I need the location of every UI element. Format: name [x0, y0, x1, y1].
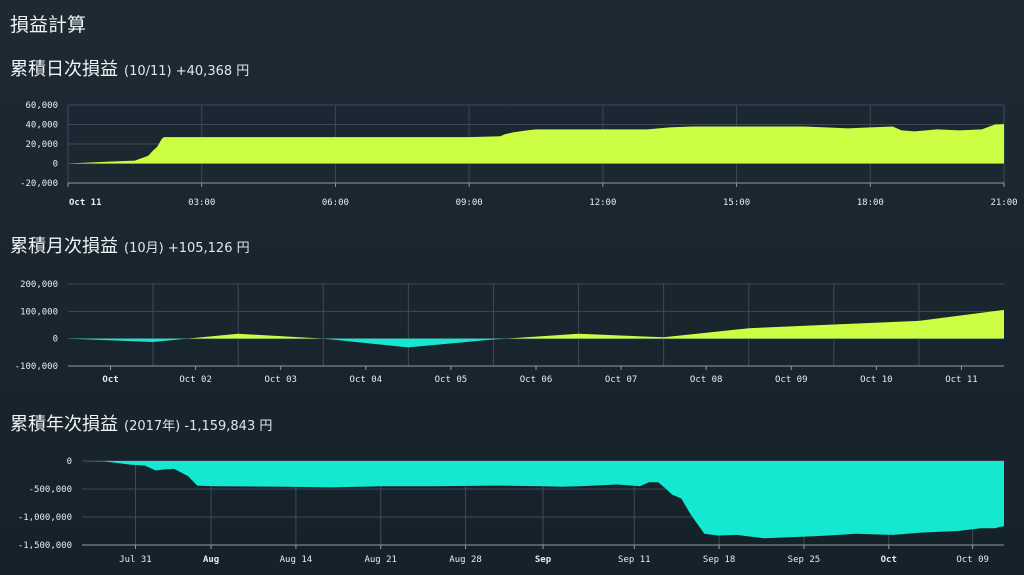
yearly-xtick-label: Aug 21	[364, 555, 397, 565]
monthly-pnl-heading: 累積月次損益 (10月) +105,126 円	[10, 232, 250, 258]
monthly-pnl-chart: -100,000 0 100,000 200,000 Oct Oct 02 Oct 03 Oc…	[15, 280, 1004, 385]
daily-pnl-heading: 累積日次損益 (10/11) +40,368 円	[10, 55, 249, 81]
yearly-pnl-period: (2017年)	[124, 419, 181, 434]
daily-pnl-unit: 円	[236, 64, 250, 79]
monthly-ytick-label: 200,000	[20, 280, 58, 290]
yearly-ytick-label: -1,500,000	[18, 541, 72, 551]
monthly-xtick-label: Oct 04	[350, 375, 383, 385]
daily-pnl-title: 累積日次損益	[10, 59, 118, 80]
monthly-xtick-label: Oct 10	[860, 375, 893, 385]
daily-pnl-period: (10/11)	[124, 64, 172, 79]
monthly-xtick-label: Oct 02	[179, 375, 212, 385]
yearly-ytick-label: 0	[67, 457, 72, 467]
daily-ytick-label: -20,000	[20, 179, 58, 189]
yearly-xtick-label: Sep 25	[788, 555, 821, 565]
yearly-pnl-chart: -1,500,000 -1,000,000 -500,000 0 Jul 31 Aug Au…	[18, 457, 1004, 565]
monthly-xtick-label: Oct 11	[945, 375, 978, 385]
daily-xtick-label: Oct 11	[69, 198, 102, 208]
daily-xtick-label: 06:00	[322, 198, 349, 208]
monthly-ytick-label: 100,000	[20, 307, 58, 317]
daily-area-positive	[68, 124, 1004, 164]
monthly-ytick-label: -100,000	[15, 362, 58, 372]
daily-ytick-label: 60,000	[25, 101, 58, 111]
yearly-pnl-title: 累積年次損益	[10, 414, 118, 435]
monthly-ytick-label: 0	[53, 335, 58, 345]
daily-xtick-label: 21:00	[990, 198, 1017, 208]
daily-pnl-value: +40,368	[175, 64, 233, 79]
yearly-pnl-unit: 円	[259, 419, 273, 434]
daily-xtick-label: 03:00	[188, 198, 215, 208]
monthly-pnl-period: (10月)	[124, 241, 164, 256]
monthly-xtick-label: Oct 03	[264, 375, 297, 385]
daily-xtick-label: 12:00	[589, 198, 616, 208]
yearly-area-negative	[82, 461, 1004, 539]
monthly-pnl-value: +105,126	[167, 241, 233, 256]
yearly-xtick-label: Oct 09	[956, 555, 989, 565]
monthly-xtick-label: Oct 09	[775, 375, 808, 385]
daily-xtick-label: 15:00	[723, 198, 750, 208]
page-title: 損益計算	[10, 14, 87, 36]
yearly-xtick-label: Jul 31	[119, 555, 152, 565]
monthly-xtick-label: Oct	[102, 375, 118, 385]
yearly-xtick-label: Aug	[203, 555, 219, 565]
daily-pnl-chart: -20,000 0 20,000 40,000 60,000 Oct 11 03:00 06:…	[20, 101, 1017, 208]
daily-ytick-label: 20,000	[25, 140, 58, 150]
monthly-xtick-label: Oct 05	[435, 375, 468, 385]
yearly-xtick-label: Sep	[535, 555, 552, 565]
yearly-xtick-label: Aug 14	[280, 555, 313, 565]
monthly-xtick-label: Oct 06	[520, 375, 553, 385]
monthly-pnl-title: 累積月次損益	[10, 236, 118, 257]
monthly-xtick-label: Oct 08	[690, 375, 723, 385]
monthly-area-positive	[187, 309, 1004, 339]
daily-xtick-label: 09:00	[456, 198, 483, 208]
daily-ytick-label: 0	[53, 160, 58, 170]
monthly-pnl-unit: 円	[236, 241, 250, 256]
yearly-xtick-label: Sep 11	[618, 555, 651, 565]
yearly-xtick-label: Sep 18	[703, 555, 736, 565]
monthly-area-negative	[68, 338, 1004, 348]
yearly-xtick-label: Aug 28	[449, 555, 482, 565]
yearly-pnl-heading: 累積年次損益 (2017年) -1,159,843 円	[10, 410, 272, 436]
yearly-xtick-label: Oct	[881, 555, 897, 565]
yearly-ytick-label: -1,000,000	[18, 513, 72, 523]
daily-xtick-label: 18:00	[857, 198, 884, 208]
daily-ytick-label: 40,000	[25, 121, 58, 131]
monthly-xtick-label: Oct 07	[605, 375, 638, 385]
yearly-pnl-value: -1,159,843	[184, 419, 256, 434]
yearly-ytick-label: -500,000	[29, 485, 72, 495]
